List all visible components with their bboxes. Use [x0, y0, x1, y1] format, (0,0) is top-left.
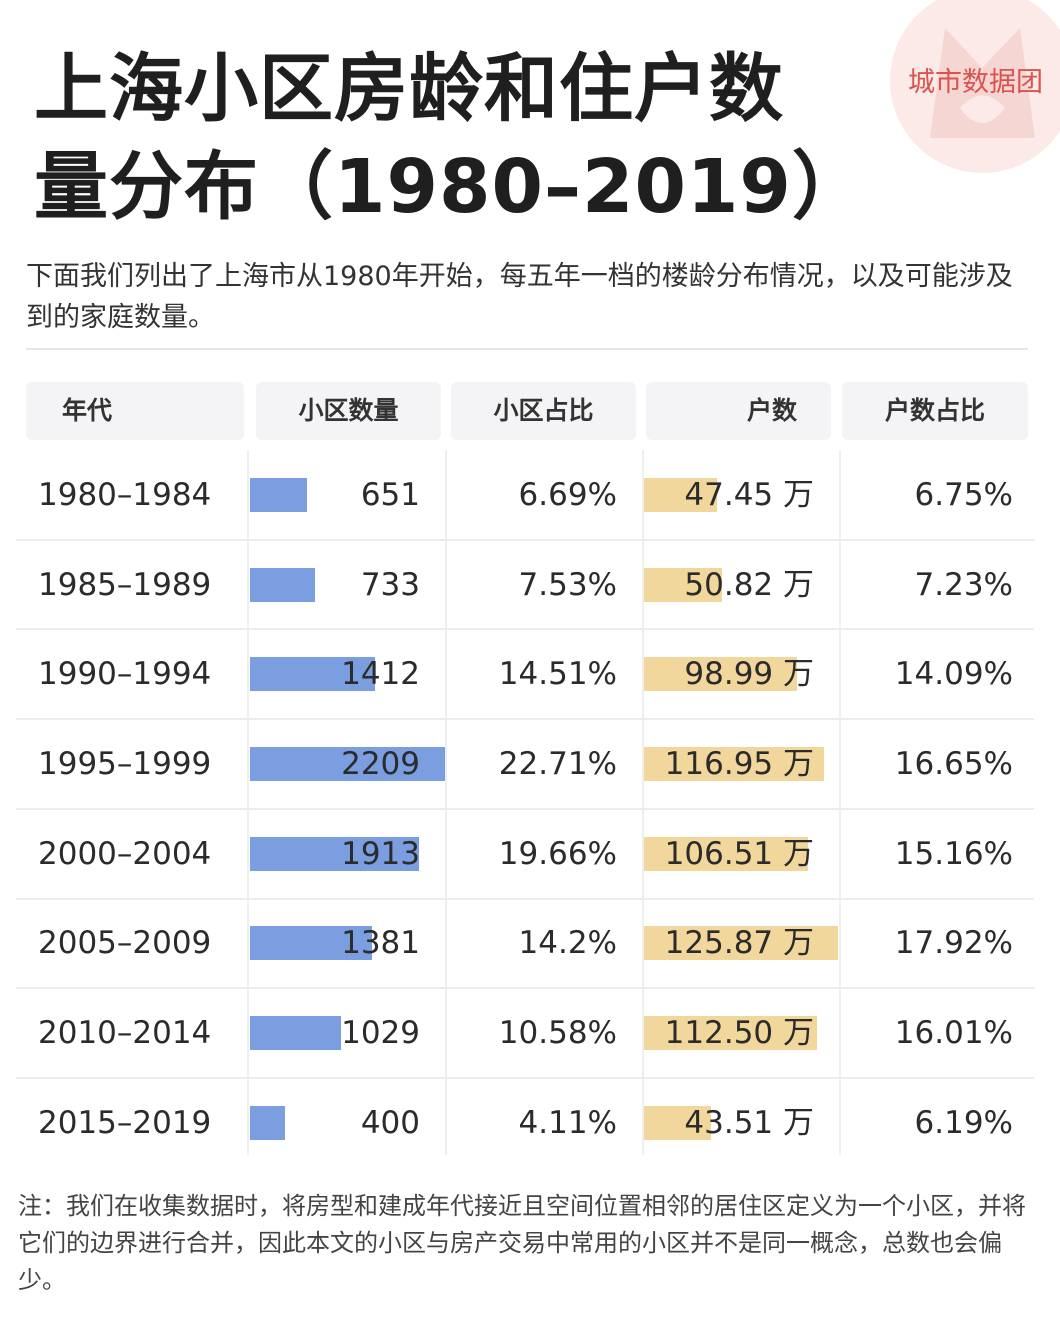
column-header-period: 年代: [26, 382, 244, 440]
footnote: 注：我们在收集数据时，将房型和建成年代接近且空间位置相邻的居住区定义为一个小区，…: [18, 1192, 1026, 1294]
column-separator: [247, 450, 249, 1155]
household-count-cell: 106.51 万: [664, 835, 814, 872]
household-share-cell: 16.65%: [894, 745, 1013, 782]
brand-logo-badge: [890, 0, 1060, 173]
community-count-cell: 2209: [341, 745, 420, 782]
row-divider: [16, 538, 1034, 541]
community-share-cell: 22.71%: [498, 745, 617, 782]
header-divider: [26, 348, 1028, 350]
household-count-cell: 43.51 万: [684, 1104, 814, 1141]
community-share-cell: 10.58%: [498, 1015, 617, 1052]
household-share-cell: 6.75%: [914, 476, 1013, 513]
household-count-bar: [644, 567, 723, 602]
community-share-cell: 14.51%: [498, 656, 617, 693]
community-count-bar: [250, 746, 445, 781]
household-count-bar: [644, 657, 797, 692]
row-divider: [16, 987, 1034, 990]
row-divider: [16, 628, 1034, 631]
household-count-cell: 98.99 万: [684, 656, 814, 693]
community-share-cell: 7.53%: [518, 566, 617, 603]
community-count-bar: [250, 477, 308, 512]
household-count-cell: 47.45 万: [684, 476, 814, 513]
household-count-bar: [644, 1105, 712, 1140]
column-header-household-share: 户数占比: [842, 382, 1028, 440]
community-count-bar: [250, 1016, 341, 1051]
household-count-cell: 112.50 万: [664, 1015, 814, 1052]
row-divider: [16, 1076, 1034, 1079]
community-count-cell: 1412: [341, 656, 420, 693]
period-cell: 1990–1994: [38, 656, 212, 693]
community-count-cell: 1381: [341, 925, 420, 962]
household-count-bar: [644, 1016, 818, 1051]
period-cell: 1985–1989: [38, 566, 212, 603]
household-count-cell: 116.95 万: [664, 745, 814, 782]
household-share-cell: 14.09%: [894, 656, 1013, 693]
period-cell: 2000–2004: [38, 835, 212, 872]
cat-logo-icon: [930, 28, 1035, 138]
community-count-cell: 651: [360, 476, 420, 513]
community-share-cell: 19.66%: [498, 835, 617, 872]
page-title: 上海小区房龄和住户数量分布（1980–2019）: [34, 46, 867, 230]
household-count-bar: [644, 746, 825, 781]
household-count-bar: [644, 477, 718, 512]
community-count-cell: 733: [360, 566, 420, 603]
household-count-bar: [644, 836, 809, 871]
community-count-bar: [250, 1105, 286, 1140]
community-count-bar: [250, 836, 419, 871]
column-separator: [642, 450, 644, 1155]
column-header-community-share: 小区占比: [451, 382, 636, 440]
column-separator: [445, 450, 447, 1155]
community-count-bar: [250, 657, 375, 692]
community-share-cell: 6.69%: [518, 476, 617, 513]
period-cell: 2005–2009: [38, 925, 212, 962]
period-cell: 1980–1984: [38, 476, 212, 513]
community-count-cell: 1029: [341, 1015, 420, 1052]
row-divider: [16, 897, 1034, 900]
household-count-cell: 50.82 万: [684, 566, 814, 603]
community-count-cell: 1913: [341, 835, 420, 872]
community-count-bar: [250, 567, 315, 602]
row-divider: [16, 807, 1034, 810]
row-divider: [16, 718, 1034, 721]
period-cell: 2010–2014: [38, 1015, 212, 1052]
page-subtitle: 下面我们列出了上海市从1980年开始，每五年一档的楼龄分布情况，以及可能涉及到的…: [26, 261, 1013, 333]
community-count-cell: 400: [360, 1104, 420, 1141]
household-share-cell: 17.92%: [894, 925, 1013, 962]
period-cell: 1995–1999: [38, 745, 212, 782]
community-count-bar: [250, 926, 372, 961]
period-cell: 2015–2019: [38, 1104, 212, 1141]
household-share-cell: 16.01%: [894, 1015, 1013, 1052]
household-count-bar: [644, 926, 838, 961]
household-share-cell: 7.23%: [914, 566, 1013, 603]
community-share-cell: 4.11%: [518, 1104, 617, 1141]
column-header-households: 户数: [646, 382, 831, 440]
column-header-communities: 小区数量: [256, 382, 441, 440]
brand-logo-text: 城市数据团: [908, 67, 1043, 98]
household-count-cell: 125.87 万: [664, 925, 814, 962]
community-share-cell: 14.2%: [518, 925, 617, 962]
household-share-cell: 15.16%: [894, 835, 1013, 872]
column-separator: [839, 450, 841, 1155]
household-share-cell: 6.19%: [914, 1104, 1013, 1141]
